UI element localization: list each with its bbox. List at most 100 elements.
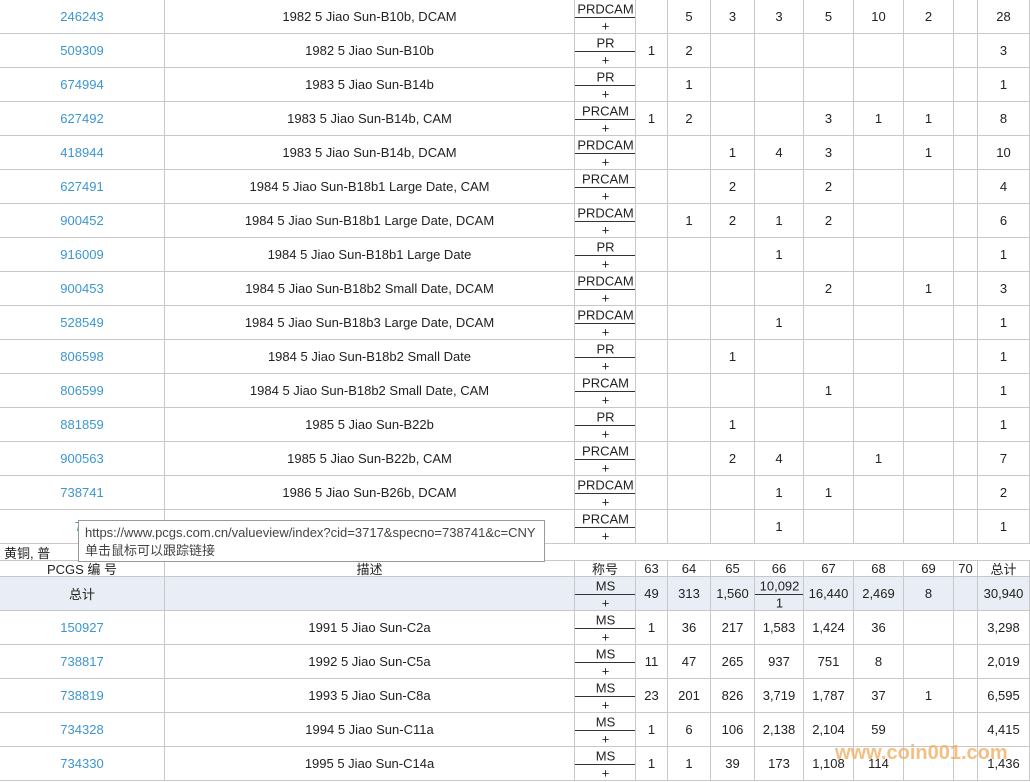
- count: [954, 204, 978, 238]
- pcgs-id[interactable]: 881859: [0, 408, 165, 442]
- count: [668, 272, 711, 306]
- pcgs-id[interactable]: 806599: [0, 374, 165, 408]
- total: 28: [978, 0, 1030, 34]
- pcgs-id[interactable]: 509309: [0, 34, 165, 68]
- count: 937: [755, 645, 804, 679]
- count: 265: [711, 645, 755, 679]
- pcgs-id[interactable]: 738817: [0, 645, 165, 679]
- description: 1991 5 Jiao Sun-C2a: [165, 611, 575, 645]
- count: 2,104: [804, 713, 854, 747]
- count: [854, 204, 904, 238]
- count: [755, 272, 804, 306]
- count: [755, 408, 804, 442]
- grade-top: MS: [595, 578, 616, 594]
- count: [954, 136, 978, 170]
- total: 8: [978, 102, 1030, 136]
- pcgs-id[interactable]: 734330: [0, 747, 165, 781]
- count: 1: [636, 34, 668, 68]
- count: [755, 68, 804, 102]
- count: [904, 306, 954, 340]
- count: [636, 340, 668, 374]
- total: 1: [978, 408, 1030, 442]
- count: [904, 68, 954, 102]
- count: 2: [711, 442, 755, 476]
- count: [636, 272, 668, 306]
- description: 1984 5 Jiao Sun-B18b1 Large Date: [165, 238, 575, 272]
- grade-bottom: +: [601, 528, 610, 544]
- grade-top: PRDCAM: [577, 1, 634, 17]
- grade-bottom: +: [601, 460, 610, 476]
- count: [954, 442, 978, 476]
- count: [711, 68, 755, 102]
- pcgs-id[interactable]: 738741: [0, 476, 165, 510]
- count: [854, 306, 904, 340]
- count: 36: [668, 611, 711, 645]
- count: [954, 102, 978, 136]
- grade: [575, 713, 636, 747]
- count: [804, 340, 854, 374]
- count: 1: [755, 306, 804, 340]
- pcgs-id[interactable]: 900452: [0, 204, 165, 238]
- count: [954, 679, 978, 713]
- count: [904, 476, 954, 510]
- pcgs-id[interactable]: 900453: [0, 272, 165, 306]
- pcgs-id[interactable]: 528549: [0, 306, 165, 340]
- count: [636, 442, 668, 476]
- grade-bottom: +: [601, 731, 610, 747]
- count: 1: [904, 679, 954, 713]
- total: 2,019: [978, 645, 1030, 679]
- total: 1: [978, 68, 1030, 102]
- cell-divider: [575, 153, 635, 154]
- count: 5: [668, 0, 711, 34]
- pcgs-id[interactable]: 734328: [0, 713, 165, 747]
- pcgs-id[interactable]: 150927: [0, 611, 165, 645]
- pcgs-id[interactable]: 806598: [0, 340, 165, 374]
- description: 1984 5 Jiao Sun-B18b3 Large Date, DCAM: [165, 306, 575, 340]
- count: 2,138: [755, 713, 804, 747]
- total: 1: [978, 510, 1030, 544]
- cell-divider: [575, 391, 635, 392]
- count: 217: [711, 611, 755, 645]
- count: [711, 102, 755, 136]
- count: 1: [668, 68, 711, 102]
- pcgs-id[interactable]: 418944: [0, 136, 165, 170]
- pcgs-id[interactable]: 900563: [0, 442, 165, 476]
- count: 2: [668, 34, 711, 68]
- pcgs-id[interactable]: 627492: [0, 102, 165, 136]
- grade-bottom: +: [601, 222, 610, 238]
- pcgs-id[interactable]: 627491: [0, 170, 165, 204]
- pcgs-id[interactable]: 246243: [0, 0, 165, 34]
- pcgs-id[interactable]: 674994: [0, 68, 165, 102]
- count: 37: [854, 679, 904, 713]
- column-header: 63: [636, 561, 668, 577]
- count: 2: [904, 0, 954, 34]
- grade: [575, 136, 636, 170]
- count: 3: [804, 136, 854, 170]
- count: 4: [755, 136, 804, 170]
- description: 1984 5 Jiao Sun-B18b2 Small Date, DCAM: [165, 272, 575, 306]
- count: 2: [711, 170, 755, 204]
- pcgs-id[interactable]: 916009: [0, 238, 165, 272]
- pcgs-id[interactable]: 738819: [0, 679, 165, 713]
- description: 1983 5 Jiao Sun-B14b, DCAM: [165, 136, 575, 170]
- count: [854, 34, 904, 68]
- count: [854, 136, 904, 170]
- count: [954, 0, 978, 34]
- count: 1: [668, 747, 711, 781]
- count: 826: [711, 679, 755, 713]
- count: [755, 34, 804, 68]
- column-header: 64: [668, 561, 711, 577]
- grade: [575, 408, 636, 442]
- column-header: 总计: [978, 561, 1030, 577]
- count: 3,719: [755, 679, 804, 713]
- count: [636, 408, 668, 442]
- count: 4: [755, 442, 804, 476]
- count: [904, 34, 954, 68]
- description: 1984 5 Jiao Sun-B18b1 Large Date, CAM: [165, 170, 575, 204]
- grade-bottom: +: [601, 595, 610, 611]
- count: [904, 510, 954, 544]
- count: [954, 713, 978, 747]
- grade-top: MS: [595, 646, 616, 662]
- grade: [575, 102, 636, 136]
